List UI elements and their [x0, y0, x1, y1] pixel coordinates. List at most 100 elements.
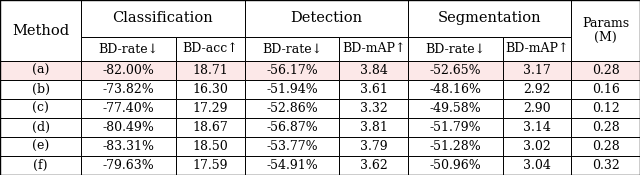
Bar — [503, 156, 572, 175]
Text: -82.00%: -82.00% — [102, 64, 155, 77]
Text: 16.30: 16.30 — [193, 83, 228, 96]
Bar — [572, 137, 640, 156]
Text: BD-rate↓: BD-rate↓ — [262, 43, 322, 55]
Bar — [572, 156, 640, 175]
Text: -51.79%: -51.79% — [429, 121, 481, 134]
Bar — [244, 118, 339, 137]
Bar — [81, 61, 176, 80]
Text: 0.32: 0.32 — [592, 159, 620, 172]
Bar — [81, 80, 176, 99]
Bar — [176, 156, 244, 175]
Text: (d): (d) — [31, 121, 50, 134]
Bar — [572, 99, 640, 118]
Text: Params: Params — [582, 17, 629, 30]
Bar — [176, 80, 244, 99]
Text: 2.90: 2.90 — [524, 102, 551, 115]
Text: 3.62: 3.62 — [360, 159, 388, 172]
Text: Method: Method — [12, 24, 69, 38]
Text: -50.96%: -50.96% — [429, 159, 481, 172]
Bar — [0, 99, 81, 118]
Bar — [339, 156, 408, 175]
Text: 18.67: 18.67 — [193, 121, 228, 134]
Bar — [408, 0, 572, 37]
Text: 3.81: 3.81 — [360, 121, 388, 134]
Bar — [176, 118, 244, 137]
Text: -79.63%: -79.63% — [103, 159, 154, 172]
Bar — [503, 61, 572, 80]
Text: 0.28: 0.28 — [592, 140, 620, 153]
Bar — [408, 61, 503, 80]
Bar — [176, 61, 244, 80]
Text: -56.17%: -56.17% — [266, 64, 318, 77]
Bar — [408, 137, 503, 156]
Bar — [503, 118, 572, 137]
Bar — [572, 80, 640, 99]
Text: BD-mAP↑: BD-mAP↑ — [342, 43, 406, 55]
Bar — [408, 99, 503, 118]
Text: BD-mAP↑: BD-mAP↑ — [506, 43, 569, 55]
Bar — [0, 156, 81, 175]
Bar — [81, 0, 244, 37]
Text: 0.28: 0.28 — [592, 64, 620, 77]
Bar — [339, 37, 408, 61]
Bar — [176, 137, 244, 156]
Text: 3.61: 3.61 — [360, 83, 388, 96]
Bar — [408, 80, 503, 99]
Bar — [81, 156, 176, 175]
Bar — [339, 99, 408, 118]
Text: -51.94%: -51.94% — [266, 83, 318, 96]
Text: Detection: Detection — [291, 11, 362, 25]
Text: 3.14: 3.14 — [523, 121, 551, 134]
Bar — [0, 0, 81, 61]
Bar — [339, 61, 408, 80]
Bar — [0, 118, 81, 137]
Text: -53.77%: -53.77% — [266, 140, 318, 153]
Text: 17.59: 17.59 — [193, 159, 228, 172]
Bar — [176, 37, 244, 61]
Text: Classification: Classification — [113, 11, 213, 25]
Text: -51.28%: -51.28% — [429, 140, 481, 153]
Text: -54.91%: -54.91% — [266, 159, 318, 172]
Text: -73.82%: -73.82% — [103, 83, 154, 96]
Bar — [0, 61, 81, 80]
Text: 17.29: 17.29 — [193, 102, 228, 115]
Bar — [81, 37, 176, 61]
Text: Segmentation: Segmentation — [438, 11, 541, 25]
Text: 3.17: 3.17 — [524, 64, 551, 77]
Text: 3.84: 3.84 — [360, 64, 388, 77]
Bar — [244, 99, 339, 118]
Text: 0.28: 0.28 — [592, 121, 620, 134]
Text: 3.02: 3.02 — [524, 140, 551, 153]
Text: 18.71: 18.71 — [193, 64, 228, 77]
Text: (M): (M) — [595, 31, 617, 44]
Bar — [572, 0, 640, 61]
Bar — [503, 37, 572, 61]
Text: 0.12: 0.12 — [592, 102, 620, 115]
Bar — [81, 118, 176, 137]
Bar — [503, 99, 572, 118]
Text: -52.86%: -52.86% — [266, 102, 318, 115]
Bar — [503, 80, 572, 99]
Text: (e): (e) — [32, 140, 49, 153]
Bar — [408, 118, 503, 137]
Bar — [572, 118, 640, 137]
Bar — [408, 37, 503, 61]
Text: -80.49%: -80.49% — [102, 121, 155, 134]
Bar — [339, 118, 408, 137]
Text: -48.16%: -48.16% — [429, 83, 481, 96]
Text: (a): (a) — [32, 64, 49, 77]
Text: -56.87%: -56.87% — [266, 121, 318, 134]
Text: -49.58%: -49.58% — [429, 102, 481, 115]
Text: BD-acc↑: BD-acc↑ — [182, 43, 238, 55]
Bar — [244, 61, 339, 80]
Bar — [503, 137, 572, 156]
Bar — [0, 80, 81, 99]
Text: -83.31%: -83.31% — [102, 140, 155, 153]
Text: -77.40%: -77.40% — [103, 102, 154, 115]
Text: (f): (f) — [33, 159, 48, 172]
Bar — [176, 99, 244, 118]
Bar — [244, 156, 339, 175]
Bar — [244, 137, 339, 156]
Text: 2.92: 2.92 — [524, 83, 551, 96]
Text: 3.32: 3.32 — [360, 102, 388, 115]
